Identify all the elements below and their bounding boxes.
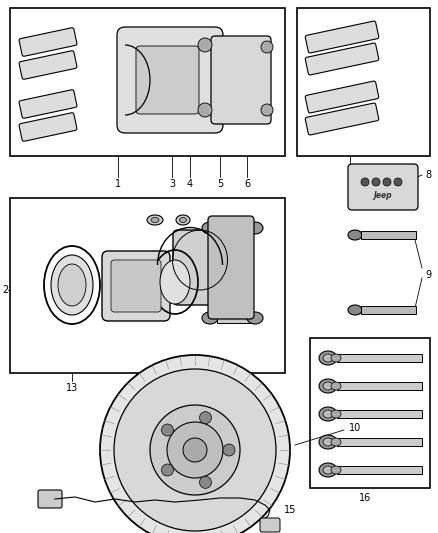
Text: 15: 15 bbox=[284, 505, 296, 515]
Ellipse shape bbox=[202, 222, 218, 234]
Text: 6: 6 bbox=[245, 383, 251, 393]
Ellipse shape bbox=[319, 435, 337, 449]
Bar bbox=[361, 306, 416, 314]
Text: 10: 10 bbox=[349, 423, 361, 433]
Ellipse shape bbox=[319, 351, 337, 365]
FancyBboxPatch shape bbox=[102, 251, 170, 321]
Bar bbox=[337, 382, 422, 390]
Ellipse shape bbox=[247, 222, 263, 234]
FancyBboxPatch shape bbox=[208, 216, 254, 319]
Text: 4: 4 bbox=[187, 179, 193, 189]
FancyBboxPatch shape bbox=[111, 260, 161, 312]
Ellipse shape bbox=[319, 463, 337, 477]
Text: 5: 5 bbox=[215, 383, 221, 393]
FancyBboxPatch shape bbox=[19, 90, 77, 118]
Ellipse shape bbox=[331, 354, 341, 362]
FancyBboxPatch shape bbox=[305, 81, 379, 113]
Ellipse shape bbox=[58, 264, 86, 306]
Circle shape bbox=[223, 444, 235, 456]
FancyBboxPatch shape bbox=[19, 28, 77, 56]
Ellipse shape bbox=[323, 382, 333, 390]
Ellipse shape bbox=[247, 312, 263, 324]
Ellipse shape bbox=[323, 466, 333, 474]
Circle shape bbox=[261, 104, 273, 116]
FancyBboxPatch shape bbox=[305, 21, 379, 53]
Circle shape bbox=[150, 405, 240, 495]
Ellipse shape bbox=[331, 438, 341, 446]
Bar bbox=[310, 338, 430, 488]
Text: 13: 13 bbox=[66, 383, 78, 393]
FancyBboxPatch shape bbox=[19, 51, 77, 79]
Bar bbox=[337, 466, 422, 474]
Ellipse shape bbox=[323, 410, 333, 418]
FancyBboxPatch shape bbox=[260, 518, 280, 532]
Text: 9: 9 bbox=[425, 270, 431, 280]
Text: 6: 6 bbox=[244, 179, 250, 189]
Bar bbox=[337, 410, 422, 418]
Ellipse shape bbox=[180, 217, 187, 222]
FancyBboxPatch shape bbox=[136, 46, 199, 114]
Circle shape bbox=[162, 464, 173, 476]
Circle shape bbox=[261, 41, 273, 53]
Ellipse shape bbox=[176, 215, 190, 225]
Circle shape bbox=[199, 411, 212, 424]
Ellipse shape bbox=[51, 255, 93, 315]
Bar bbox=[361, 231, 416, 239]
Bar bbox=[10, 8, 285, 156]
Ellipse shape bbox=[348, 230, 362, 240]
Ellipse shape bbox=[323, 354, 333, 362]
FancyBboxPatch shape bbox=[173, 230, 253, 305]
Circle shape bbox=[383, 178, 391, 186]
Text: 12: 12 bbox=[130, 383, 142, 393]
Circle shape bbox=[162, 424, 173, 436]
Text: 14: 14 bbox=[169, 475, 181, 485]
Bar bbox=[217, 223, 255, 233]
Circle shape bbox=[100, 355, 290, 533]
Circle shape bbox=[361, 178, 369, 186]
Bar bbox=[297, 8, 430, 156]
Ellipse shape bbox=[331, 466, 341, 474]
Text: 2: 2 bbox=[2, 285, 8, 295]
Ellipse shape bbox=[323, 438, 333, 446]
FancyBboxPatch shape bbox=[348, 164, 418, 210]
Ellipse shape bbox=[151, 217, 159, 222]
FancyBboxPatch shape bbox=[211, 36, 271, 124]
Circle shape bbox=[114, 369, 276, 531]
Ellipse shape bbox=[331, 410, 341, 418]
Circle shape bbox=[167, 422, 223, 478]
Ellipse shape bbox=[147, 215, 163, 225]
Text: 11: 11 bbox=[194, 383, 206, 393]
Ellipse shape bbox=[348, 305, 362, 315]
FancyBboxPatch shape bbox=[38, 490, 62, 508]
FancyBboxPatch shape bbox=[19, 112, 77, 141]
Bar bbox=[337, 354, 422, 362]
Text: 3: 3 bbox=[169, 179, 175, 189]
Ellipse shape bbox=[160, 260, 190, 304]
FancyBboxPatch shape bbox=[305, 43, 379, 75]
Ellipse shape bbox=[319, 379, 337, 393]
Circle shape bbox=[372, 178, 380, 186]
Text: 5: 5 bbox=[217, 179, 223, 189]
Circle shape bbox=[394, 178, 402, 186]
Text: 16: 16 bbox=[359, 493, 371, 503]
Text: 1: 1 bbox=[115, 179, 121, 189]
Circle shape bbox=[198, 103, 212, 117]
Ellipse shape bbox=[319, 407, 337, 421]
Circle shape bbox=[199, 477, 212, 488]
Text: 8: 8 bbox=[425, 170, 431, 180]
Bar bbox=[10, 198, 285, 373]
FancyBboxPatch shape bbox=[305, 103, 379, 135]
Text: 7: 7 bbox=[347, 179, 353, 189]
Ellipse shape bbox=[202, 312, 218, 324]
Circle shape bbox=[198, 38, 212, 52]
Bar bbox=[217, 313, 255, 323]
Circle shape bbox=[183, 438, 207, 462]
Bar bbox=[337, 438, 422, 446]
FancyBboxPatch shape bbox=[117, 27, 223, 133]
Text: Jeep: Jeep bbox=[374, 191, 392, 200]
Ellipse shape bbox=[331, 382, 341, 390]
